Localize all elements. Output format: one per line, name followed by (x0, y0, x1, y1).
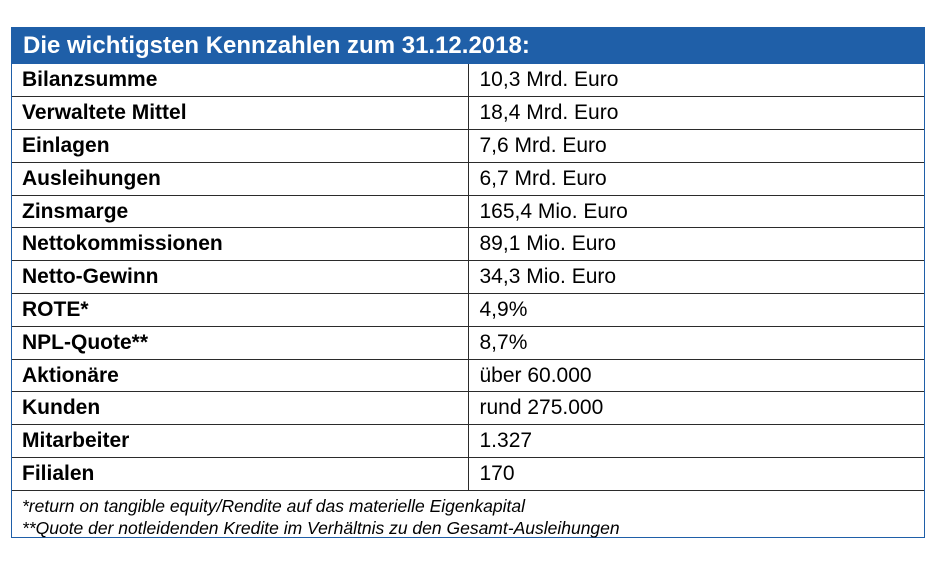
row-label: Kunden (12, 391, 469, 426)
row-label: Zinsmarge (12, 195, 469, 229)
row-value: 8,7% (468, 326, 924, 360)
row-value: 89,1 Mio. Euro (468, 227, 924, 262)
row-value: 18,4 Mrd. Euro (468, 96, 924, 131)
row-value: 7,6 Mrd. Euro (468, 129, 924, 163)
table-row: Einlagen 7,6 Mrd. Euro (12, 129, 924, 163)
table-row: Ausleihungen 6,7 Mrd. Euro (12, 162, 924, 196)
table-row: Verwaltete Mittel 18,4 Mrd. Euro (12, 96, 924, 131)
row-value: 170 (468, 457, 924, 491)
footnote-rote: *return on tangible equity/Rendite auf d… (22, 495, 525, 516)
table-row: Aktionäre über 60.000 (12, 359, 924, 393)
table-row: Mitarbeiter 1.327 (12, 424, 924, 459)
row-value: 165,4 Mio. Euro (468, 195, 924, 229)
row-label: Verwaltete Mittel (12, 96, 469, 131)
row-value: über 60.000 (468, 359, 924, 393)
table-row: Nettokommissionen 89,1 Mio. Euro (12, 227, 924, 262)
row-label: Netto-Gewinn (12, 260, 469, 295)
table-title: Die wichtigsten Kennzahlen zum 31.12.201… (12, 28, 924, 64)
footnotes: *return on tangible equity/Rendite auf d… (12, 491, 924, 539)
table-row: ROTE* 4,9% (12, 293, 924, 327)
row-value: rund 275.000 (468, 391, 924, 426)
row-value: 10,3 Mrd. Euro (468, 64, 924, 98)
kpi-table-frame: Die wichtigsten Kennzahlen zum 31.12.201… (11, 27, 925, 538)
table-row: NPL-Quote** 8,7% (12, 326, 924, 360)
table-row: Netto-Gewinn 34,3 Mio. Euro (12, 260, 924, 295)
row-value: 1.327 (468, 424, 924, 459)
table-row: Kunden rund 275.000 (12, 391, 924, 426)
row-value: 6,7 Mrd. Euro (468, 162, 924, 196)
row-label: ROTE* (12, 293, 469, 327)
table-row: Bilanzsumme 10,3 Mrd. Euro (12, 64, 924, 98)
row-label: Ausleihungen (12, 162, 469, 196)
row-label: Nettokommissionen (12, 227, 469, 262)
footnote-npl: **Quote der notleidenden Kredite im Verh… (22, 517, 620, 538)
row-value: 34,3 Mio. Euro (468, 260, 924, 295)
row-label: Bilanzsumme (12, 64, 469, 98)
kpi-table: Bilanzsumme 10,3 Mrd. Euro Verwaltete Mi… (12, 64, 924, 491)
row-label: Filialen (12, 457, 469, 491)
row-label: NPL-Quote** (12, 326, 469, 360)
table-row: Filialen 170 (12, 457, 924, 491)
row-label: Aktionäre (12, 359, 469, 393)
row-label: Mitarbeiter (12, 424, 469, 459)
row-label: Einlagen (12, 129, 469, 163)
row-value: 4,9% (468, 293, 924, 327)
table-row: Zinsmarge 165,4 Mio. Euro (12, 195, 924, 229)
